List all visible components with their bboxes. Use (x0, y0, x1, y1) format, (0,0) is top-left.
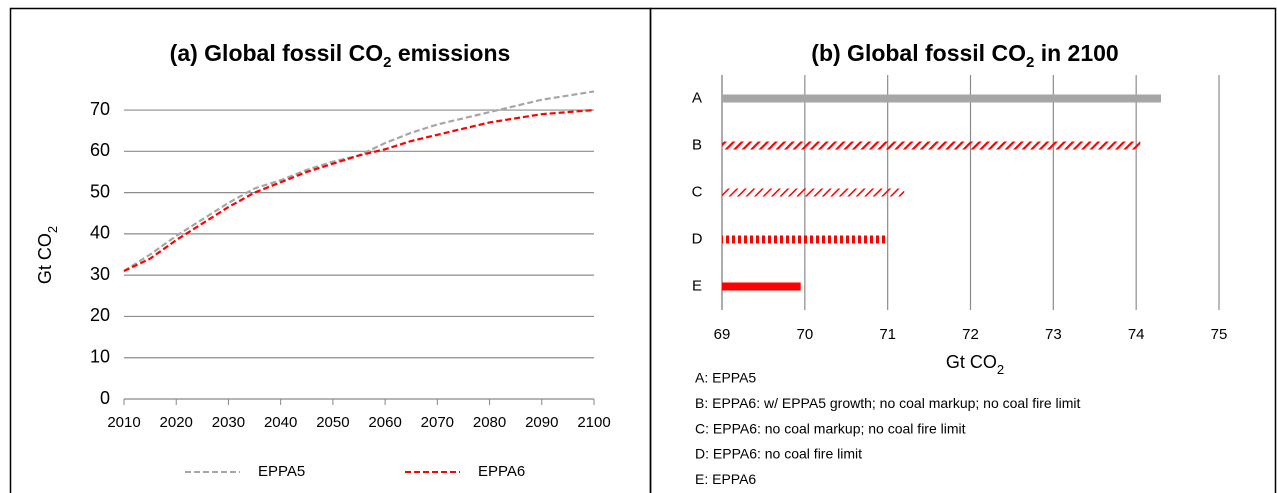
y-tick-label: A (692, 89, 702, 106)
y-tick-label: 20 (90, 305, 110, 325)
x-tick-label: 69 (714, 326, 731, 343)
line-series (123, 90, 595, 272)
bar (722, 235, 886, 244)
y-tick-label: 70 (90, 99, 110, 119)
x-tick-label: 2010 (107, 414, 140, 431)
x-tick-label: 75 (1211, 326, 1228, 343)
y-tick-label: 60 (90, 140, 110, 160)
x-tick-label: 72 (962, 326, 979, 343)
note: C: EPPA6: no coal markup; no coal fire l… (695, 420, 966, 436)
y-axis-label: Gt CO2 (35, 226, 60, 284)
legend-label: EPPA6 (478, 463, 525, 480)
chart-title: (a) Global fossil CO2 emissions (170, 40, 511, 71)
x-tick-label: 2050 (316, 414, 349, 431)
y-tick-label: 50 (90, 181, 110, 201)
title-part: (b) Global fossil CO (811, 40, 1026, 66)
bar (722, 141, 1141, 150)
y-tick-label: C (692, 183, 703, 200)
x-tick-label: 74 (1128, 326, 1145, 343)
x-tick-label: 2100 (577, 414, 610, 431)
y-tick-label: 30 (90, 264, 110, 284)
x-tick-label: 2070 (421, 414, 454, 431)
label-subscript: 2 (45, 226, 60, 233)
x-tick-label: 71 (879, 326, 896, 343)
note: A: EPPA5 (695, 370, 756, 386)
label-part: Gt CO (35, 233, 55, 284)
bar (722, 282, 801, 291)
bar (722, 94, 1162, 103)
y-tick-label: 10 (90, 346, 110, 366)
panel-b-frame (649, 7, 1277, 493)
note: B: EPPA6: w/ EPPA5 growth; no coal marku… (695, 395, 1081, 411)
note: D: EPPA6: no coal fire limit (695, 446, 862, 462)
x-tick-label: 2040 (264, 414, 297, 431)
chart-title: (b) Global fossil CO2 in 2100 (811, 40, 1118, 71)
x-axis-label: Gt CO2 (946, 352, 1004, 377)
x-tick-label: 2060 (368, 414, 401, 431)
y-tick-label: 0 (100, 388, 110, 408)
x-tick-label: 2030 (212, 414, 245, 431)
legend-label: EPPA5 (258, 463, 305, 480)
x-tick-label: 73 (1045, 326, 1062, 343)
y-tick-label: D (692, 230, 703, 247)
title-subscript: 2 (383, 54, 391, 71)
title-part: emissions (391, 40, 510, 66)
label-part: Gt CO (946, 352, 997, 372)
y-tick-label: B (692, 136, 702, 153)
x-tick-label: 2080 (473, 414, 506, 431)
y-tick-label: E (692, 277, 702, 294)
label-subscript: 2 (997, 362, 1004, 377)
x-tick-label: 2020 (160, 414, 193, 431)
bar (722, 188, 905, 197)
title-part: (a) Global fossil CO (170, 40, 383, 66)
note: E: EPPA6 (695, 471, 756, 487)
title-subscript: 2 (1026, 54, 1034, 71)
line-series (123, 108, 595, 273)
y-tick-label: 40 (90, 223, 110, 243)
x-tick-label: 70 (796, 326, 813, 343)
x-tick-label: 2090 (525, 414, 558, 431)
title-part: in 2100 (1034, 40, 1118, 66)
